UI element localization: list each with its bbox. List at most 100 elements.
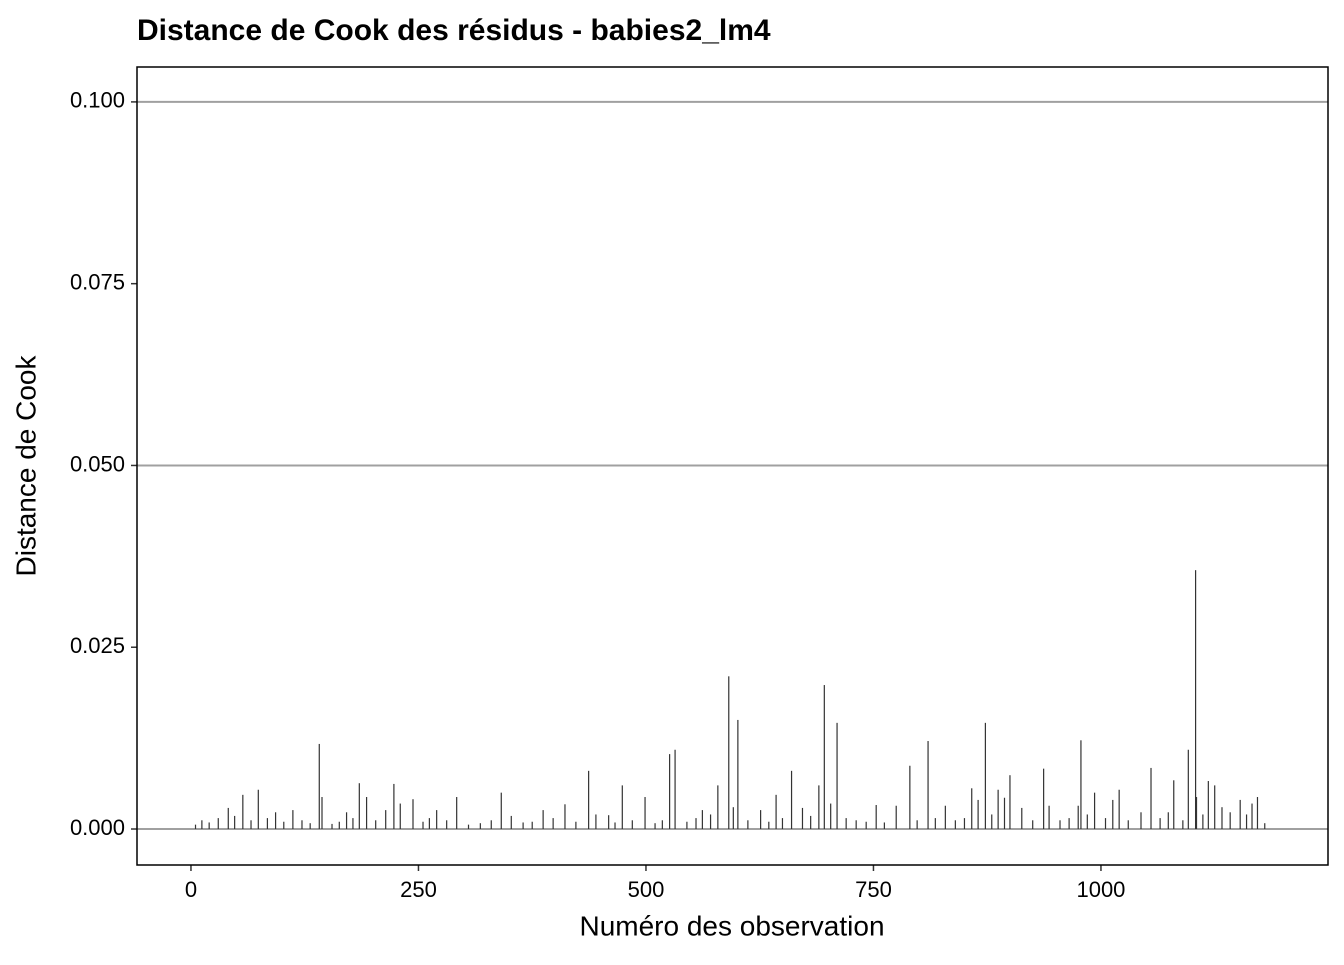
bar (393, 783, 395, 830)
bar (242, 794, 244, 830)
bar (1077, 805, 1079, 830)
y-tick-label: 0.000 (70, 815, 125, 840)
bar (883, 822, 885, 830)
bar (686, 821, 688, 830)
bar (490, 820, 492, 830)
x-tick-label: 1000 (1076, 877, 1125, 902)
bar (217, 818, 219, 830)
bar (977, 799, 979, 830)
bar (1207, 781, 1209, 830)
bar (790, 770, 793, 830)
bar (1043, 768, 1045, 830)
bar (542, 810, 544, 830)
bar (954, 820, 956, 830)
bar (801, 807, 804, 830)
bar (608, 815, 610, 830)
bar (895, 805, 897, 830)
bar (810, 815, 812, 830)
bar (227, 807, 229, 830)
bar (1159, 818, 1161, 830)
bar (747, 820, 749, 830)
bar (564, 804, 566, 830)
bar (963, 818, 966, 830)
bar (732, 807, 734, 830)
bar (1032, 820, 1034, 830)
bar (365, 797, 368, 830)
bar (266, 818, 269, 830)
bar (1251, 803, 1253, 830)
bar (510, 815, 512, 830)
bar (234, 815, 236, 830)
bar (385, 810, 387, 830)
bar (709, 814, 712, 830)
bar (321, 797, 323, 830)
bar (631, 820, 633, 830)
bar (575, 821, 577, 830)
bar (695, 818, 697, 830)
y-tick-label: 0.025 (70, 633, 125, 658)
bar (292, 810, 294, 830)
bar (338, 821, 340, 830)
bar (1245, 814, 1248, 830)
bar (971, 788, 973, 830)
bar (1214, 785, 1216, 830)
bar (728, 676, 730, 830)
bar (654, 823, 656, 830)
bar (1229, 812, 1231, 830)
bar (436, 810, 438, 830)
bar (991, 814, 993, 830)
bar (916, 820, 918, 830)
bar (669, 754, 671, 830)
bar (1118, 789, 1120, 830)
bar (1104, 818, 1107, 830)
bar (1021, 807, 1023, 830)
bar (818, 785, 820, 830)
bar (701, 810, 703, 830)
x-tick-label: 500 (628, 877, 665, 902)
y-tick-label: 0.075 (70, 269, 125, 294)
bar (1003, 797, 1006, 830)
bar (737, 719, 739, 830)
bar (1009, 775, 1011, 830)
bar (830, 803, 832, 830)
bar (1194, 570, 1197, 830)
bar (717, 785, 719, 830)
bar (358, 783, 360, 830)
bar (927, 741, 929, 830)
bar (845, 818, 847, 830)
bar (781, 818, 784, 830)
bar (412, 799, 414, 830)
bar (283, 821, 285, 830)
bar (1173, 780, 1175, 830)
bar (768, 821, 770, 830)
bar (855, 820, 857, 830)
bar (1167, 812, 1169, 830)
bar (1140, 812, 1142, 830)
bar (823, 685, 825, 830)
bar (1086, 814, 1088, 830)
bar (467, 824, 470, 830)
bar (301, 820, 303, 830)
x-tick-label: 250 (400, 877, 437, 902)
bar (428, 818, 430, 830)
bar (375, 820, 377, 830)
bar (194, 824, 197, 830)
bar (1112, 799, 1114, 830)
bar (875, 805, 877, 830)
bar (1127, 820, 1129, 830)
bar (552, 818, 554, 830)
bar (1059, 820, 1061, 830)
bar (345, 812, 348, 830)
bar (1093, 792, 1096, 830)
bar (1048, 805, 1050, 830)
bar (1239, 799, 1241, 830)
bar (588, 770, 590, 830)
x-axis-label: Numéro des observation (579, 910, 884, 941)
bar (500, 792, 502, 830)
bar (1080, 740, 1082, 830)
bar (944, 805, 946, 830)
bar (422, 821, 424, 830)
bar (531, 821, 533, 830)
bar (274, 812, 277, 830)
bar (1150, 767, 1152, 830)
